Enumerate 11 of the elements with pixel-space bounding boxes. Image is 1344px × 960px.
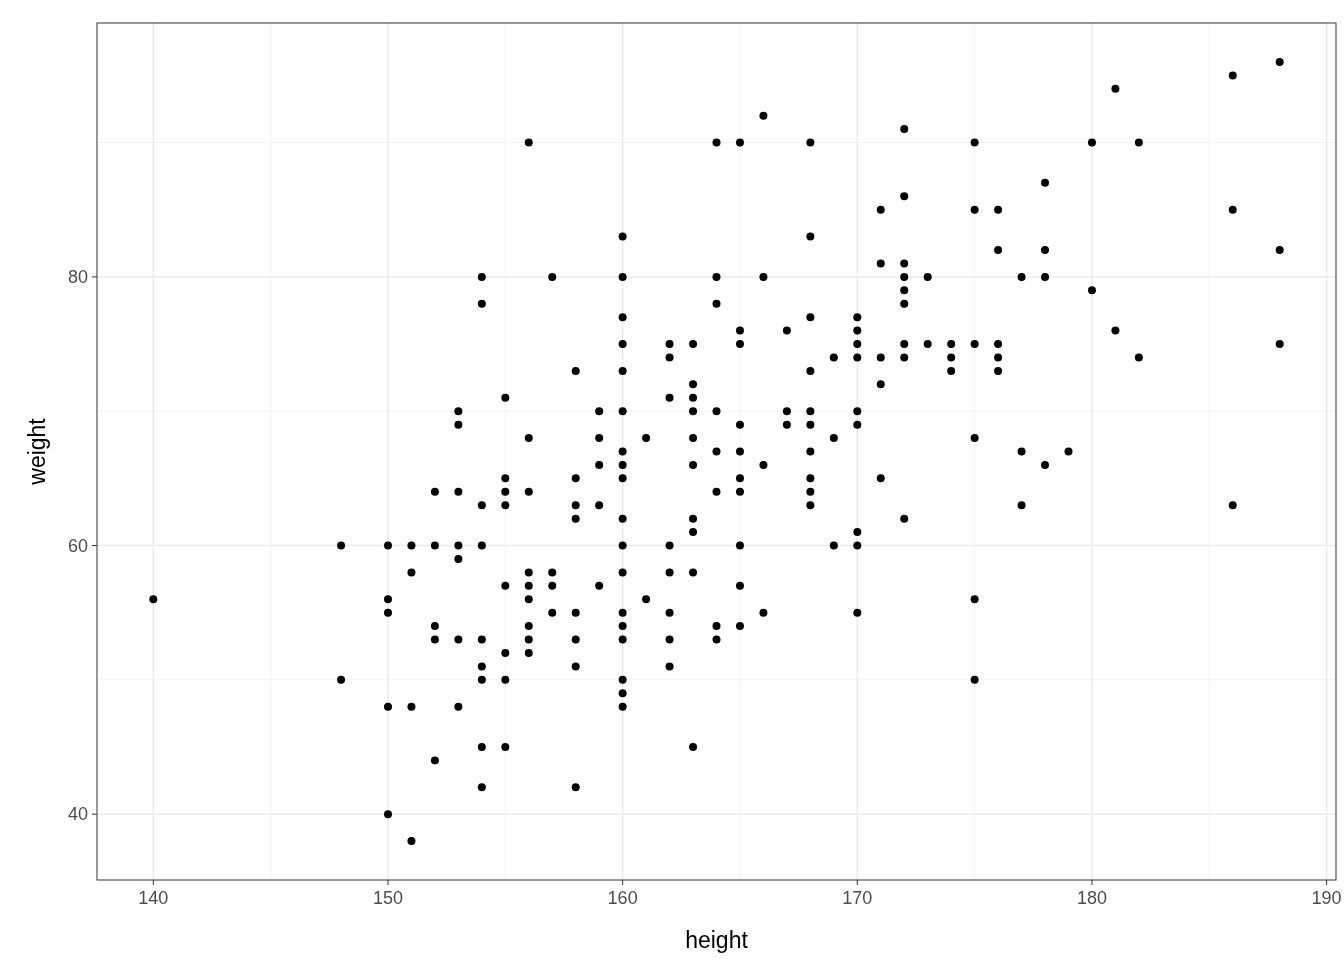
x-tick-label: 140 — [138, 888, 169, 908]
y-tick-label: 60 — [67, 535, 88, 556]
x-tick-label: 180 — [1076, 888, 1107, 908]
x-tick-label: 160 — [607, 888, 638, 908]
x-tick-label: 150 — [372, 888, 403, 908]
y-tick-label: 80 — [67, 267, 88, 288]
x-tick-label: 170 — [842, 888, 873, 908]
y-tick-label: 40 — [67, 804, 88, 825]
x-tick-label: 190 — [1311, 888, 1342, 908]
y-axis-title: weight — [24, 417, 50, 486]
x-axis-title: height — [685, 927, 749, 953]
